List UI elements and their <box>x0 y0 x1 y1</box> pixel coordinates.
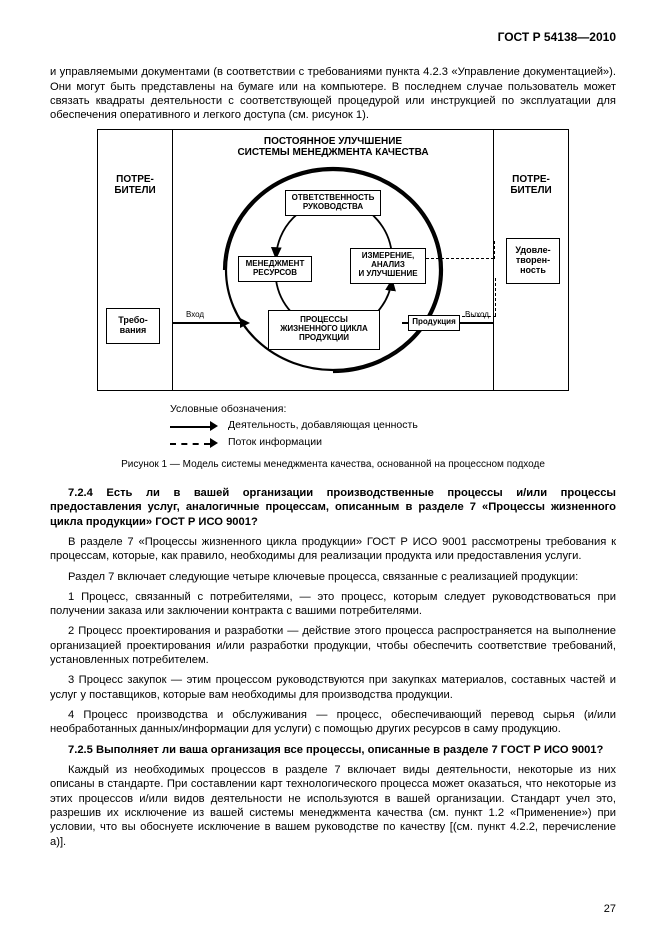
page-number: 27 <box>604 902 616 916</box>
intro-paragraph: и управляемыми документами (в соответств… <box>50 65 616 122</box>
requirements-box: Требо- вания <box>106 308 160 344</box>
list-item-4: 4 Процесс производства и обслуживания — … <box>50 708 616 737</box>
header-standard-code: ГОСТ Р 54138—2010 <box>50 30 616 45</box>
diagram-container: ПОСТОЯННОЕ УЛУЧШЕНИЕ СИСТЕМЫ МЕНЕДЖМЕНТА… <box>97 129 569 391</box>
satisfaction-box: Удовле- творен- ность <box>506 238 560 284</box>
p724-2: Раздел 7 включает следующие четыре ключе… <box>50 570 616 584</box>
in-label: Вход <box>186 310 204 320</box>
diagram-svg <box>172 130 494 390</box>
node-product: Продукция <box>408 315 460 331</box>
list-item-2: 2 Процесс проектирования и разработки — … <box>50 624 616 667</box>
legend: Условные обозначения: Деятельность, доба… <box>170 401 616 451</box>
section-7-2-4-heading: 7.2.4 Есть ли в вашей организации произв… <box>50 486 616 529</box>
p725-1: Каждый из необходимых процессов в раздел… <box>50 763 616 849</box>
p724-1: В разделе 7 «Процессы жизненного цикла п… <box>50 535 616 564</box>
figure-caption: Рисунок 1 — Модель системы менеджмента к… <box>50 459 616 472</box>
out-label: Выход <box>465 310 489 320</box>
list-item-3: 3 Процесс закупок — этим процессом руков… <box>50 673 616 702</box>
node-measurement: ИЗМЕРЕНИЕ, АНАЛИЗ И УЛУЧШЕНИЕ <box>350 248 426 284</box>
legend-row-solid: Деятельность, добавляющая ценность <box>170 417 616 434</box>
right-consumers-label: ПОТРЕ- БИТЕЛИ <box>504 174 558 196</box>
dash-sat-v2 <box>495 278 496 316</box>
node-lifecycle: ПРОЦЕССЫ ЖИЗНЕННОГО ЦИКЛА ПРОДУКЦИИ <box>268 310 380 350</box>
legend-dashed-text: Поток информации <box>228 434 322 451</box>
list-item-1: 1 Процесс, связанный с потребителями, — … <box>50 590 616 619</box>
section-7-2-5-heading: 7.2.5 Выполняет ли ваша организация все … <box>50 743 616 757</box>
legend-row-dashed: Поток информации <box>170 434 616 451</box>
legend-solid-text: Деятельность, добавляющая ценность <box>228 417 418 434</box>
left-consumers-label: ПОТРЕ- БИТЕЛИ <box>108 174 162 196</box>
dash-sat-line <box>426 258 494 259</box>
page: ГОСТ Р 54138—2010 и управляемыми докумен… <box>0 0 661 936</box>
legend-title: Условные обозначения: <box>170 401 616 418</box>
node-resource-mgmt: МЕНЕДЖМЕНТ РЕСУРСОВ <box>238 256 312 282</box>
node-responsibility: ОТВЕТСТВЕННОСТЬ РУКОВОДСТВА <box>285 190 381 216</box>
dash-sat-v <box>494 241 495 259</box>
